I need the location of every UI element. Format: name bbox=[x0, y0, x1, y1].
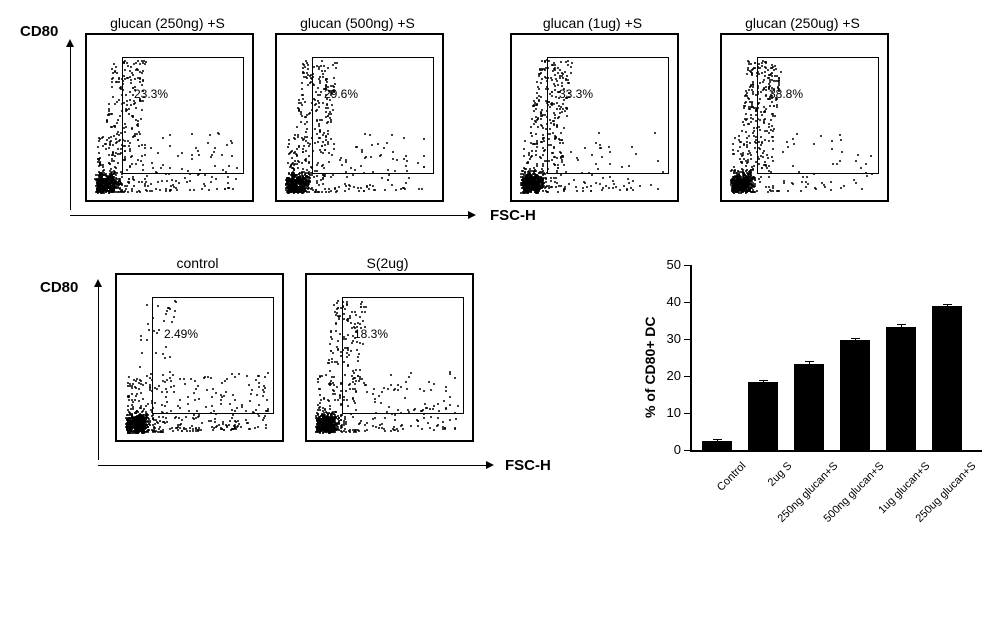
y-axis-label: CD80 bbox=[20, 23, 58, 40]
y-tick-label: 10 bbox=[655, 405, 681, 420]
y-tick bbox=[684, 376, 690, 377]
y-tick-label: 50 bbox=[655, 257, 681, 272]
x-tick-label: 2ug S bbox=[708, 460, 794, 546]
y-axis-label: CD80 bbox=[40, 279, 78, 296]
x-axis-arrow bbox=[98, 465, 488, 466]
gate-percent-label: 2.49% bbox=[164, 327, 198, 341]
y-axis-arrow bbox=[98, 285, 99, 460]
scatter-box: 38.8% bbox=[720, 33, 889, 202]
scatter-box: 29.6% bbox=[275, 33, 444, 202]
error-bar bbox=[809, 361, 810, 366]
error-bar bbox=[855, 338, 856, 343]
error-bar bbox=[763, 380, 764, 385]
scatter-box: 23.3% bbox=[85, 33, 254, 202]
bar bbox=[932, 306, 962, 450]
x-tick-label: Control bbox=[662, 460, 748, 546]
scatter-panel: S(2ug) 18.3% bbox=[305, 255, 470, 442]
scatter-panel: glucan (250ug) +S 38.8% bbox=[720, 15, 885, 202]
y-axis-arrow bbox=[70, 45, 71, 210]
x-axis-arrow bbox=[70, 215, 470, 216]
scatter-panel: glucan (250ng) +S 23.3% bbox=[85, 15, 250, 202]
bar bbox=[748, 382, 778, 450]
scatter-panel: glucan (500ng) +S 29.6% bbox=[275, 15, 440, 202]
scatter-box: 33.3% bbox=[510, 33, 679, 202]
x-tick-label: 1ug glucan+S bbox=[846, 460, 932, 546]
y-tick bbox=[684, 302, 690, 303]
bar bbox=[840, 340, 870, 450]
gate-box bbox=[312, 57, 434, 174]
error-bar bbox=[717, 439, 718, 443]
scatter-panel: control 2.49% bbox=[115, 255, 280, 442]
y-tick-label: 30 bbox=[655, 331, 681, 346]
bar bbox=[886, 327, 916, 450]
x-tick-label: 500ng glucan+S bbox=[800, 460, 886, 546]
gate-percent-label: 23.3% bbox=[134, 87, 168, 101]
y-tick-label: 20 bbox=[655, 368, 681, 383]
scatter-box: 2.49% bbox=[115, 273, 284, 442]
scatter-title: S(2ug) bbox=[305, 255, 470, 271]
gate-box bbox=[547, 57, 669, 174]
scatter-title: control bbox=[115, 255, 280, 271]
x-axis-label: FSC-H bbox=[505, 457, 551, 474]
error-bar bbox=[901, 324, 902, 329]
scatter-title: glucan (250ug) +S bbox=[720, 15, 885, 31]
gate-percent-label: 38.8% bbox=[769, 87, 803, 101]
scatter-title: glucan (1ug) +S bbox=[510, 15, 675, 31]
gate-percent-label: 33.3% bbox=[559, 87, 593, 101]
gate-percent-label: 29.6% bbox=[324, 87, 358, 101]
x-tick-label: 250ug glucan+S bbox=[892, 460, 978, 546]
scatter-title: glucan (250ng) +S bbox=[85, 15, 250, 31]
gate-box bbox=[152, 297, 274, 414]
y-tick-label: 0 bbox=[655, 442, 681, 457]
gate-box bbox=[342, 297, 464, 414]
y-tick bbox=[684, 265, 690, 266]
gate-percent-label: 18.3% bbox=[354, 327, 388, 341]
y-tick bbox=[684, 413, 690, 414]
gate-box bbox=[757, 57, 879, 174]
scatter-box: 18.3% bbox=[305, 273, 474, 442]
scatter-title: glucan (500ng) +S bbox=[275, 15, 440, 31]
y-tick bbox=[684, 450, 690, 451]
x-tick-label: 250ng glucan+S bbox=[754, 460, 840, 546]
y-tick-label: 40 bbox=[655, 294, 681, 309]
y-tick bbox=[684, 339, 690, 340]
bar bbox=[794, 364, 824, 450]
error-bar bbox=[947, 304, 948, 309]
scatter-panel: glucan (1ug) +S 33.3% bbox=[510, 15, 675, 202]
bar-plot-area bbox=[690, 265, 982, 452]
bar-chart: 01020304050% of CD80+ DCControl2ug S250n… bbox=[635, 265, 1000, 570]
y-axis-title: % of CD80+ DC bbox=[642, 298, 658, 418]
x-axis-label: FSC-H bbox=[490, 207, 536, 224]
gate-box bbox=[122, 57, 244, 174]
